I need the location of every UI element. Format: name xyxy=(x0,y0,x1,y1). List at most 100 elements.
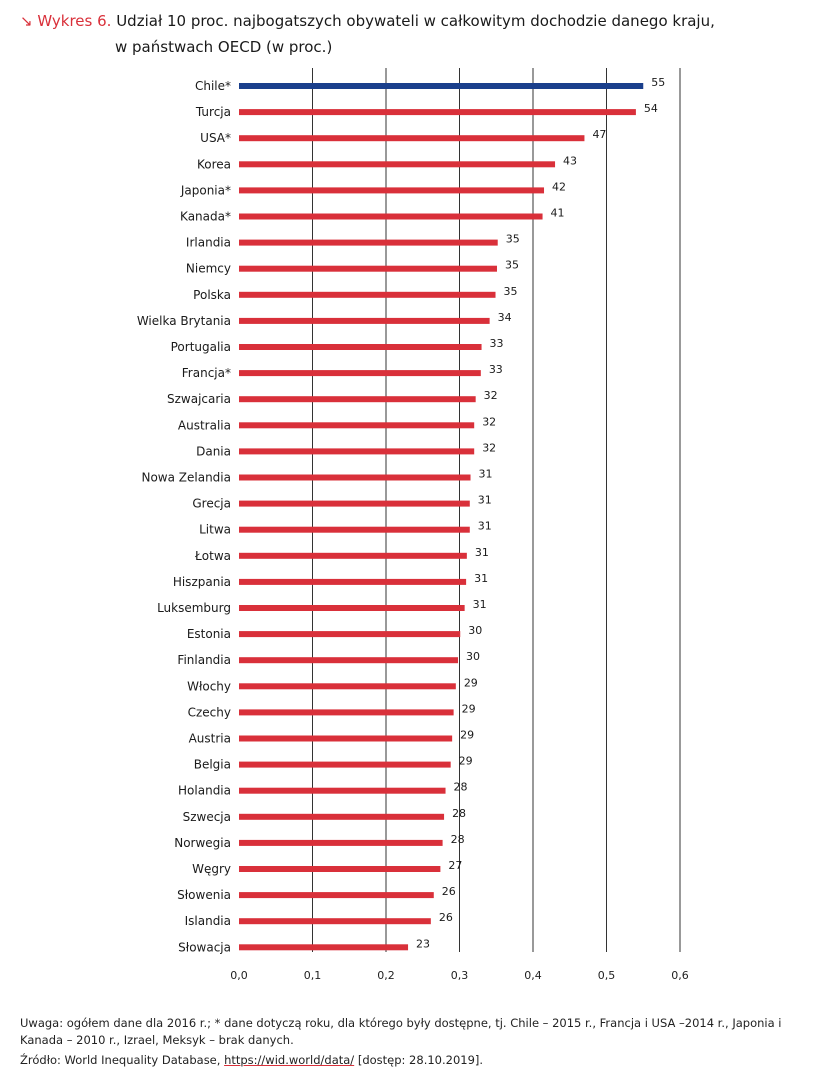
category-label: Austria xyxy=(189,732,231,746)
bar xyxy=(239,918,431,925)
bar xyxy=(239,370,481,377)
category-label: Korea xyxy=(197,157,231,171)
category-label: Chile* xyxy=(195,79,231,93)
bar xyxy=(239,187,545,194)
bar xyxy=(239,578,467,585)
category-label: Holandia xyxy=(178,784,231,798)
bar xyxy=(239,239,498,246)
category-label: Litwa xyxy=(199,523,231,537)
data-label: 26 xyxy=(442,885,456,898)
data-label: 26 xyxy=(439,911,453,924)
chart-title-line1: ↘ Wykres 6. Udział 10 proc. najbogatszyc… xyxy=(20,8,810,34)
category-label: Finlandia xyxy=(177,653,231,667)
data-label: 31 xyxy=(478,520,492,533)
bar xyxy=(239,839,443,846)
x-tick-label: 0,2 xyxy=(377,969,395,982)
category-label: Szwajcaria xyxy=(167,392,231,406)
data-label: 41 xyxy=(551,207,565,220)
data-label: 54 xyxy=(644,102,658,115)
bar xyxy=(239,265,497,272)
bar-chart: 0,0 0,1 0,2 0,3 0,4 0,5 0,6 Chile* 55 Turcja 54 USA… xyxy=(137,68,689,982)
category-label: Australia xyxy=(178,418,231,432)
bar xyxy=(239,813,445,820)
data-label: 31 xyxy=(478,494,492,507)
data-label: 35 xyxy=(506,233,520,246)
data-label: 28 xyxy=(451,833,465,846)
category-label: Kanada* xyxy=(180,210,231,224)
chart-title-text: Udział 10 proc. najbogatszych obywateli … xyxy=(111,12,715,30)
data-label: 30 xyxy=(468,624,482,637)
data-label: 32 xyxy=(484,389,498,402)
category-label: Łotwa xyxy=(194,549,231,563)
source-link[interactable]: https://wid.world/data/ xyxy=(224,1053,355,1067)
data-label: 31 xyxy=(479,468,493,481)
data-label: 31 xyxy=(474,572,488,585)
category-label: Hiszpania xyxy=(173,575,231,589)
bar xyxy=(239,735,453,742)
bar xyxy=(239,866,441,872)
category-label: Grecja xyxy=(192,497,231,511)
data-label: 27 xyxy=(448,859,462,872)
data-label: 29 xyxy=(464,676,478,689)
x-tick-label: 0,1 xyxy=(304,969,322,982)
category-label: Włochy xyxy=(187,679,231,693)
data-label: 35 xyxy=(504,285,518,298)
bar xyxy=(239,317,490,324)
category-label: Dania xyxy=(196,444,231,458)
chart-title: ↘ Wykres 6. Udział 10 proc. najbogatszyc… xyxy=(20,8,810,60)
data-label: 23 xyxy=(416,937,430,950)
footnote: Uwaga: ogółem dane dla 2016 r.; * dane d… xyxy=(20,1016,782,1047)
category-label: USA* xyxy=(200,131,231,145)
bar xyxy=(239,500,470,507)
bar xyxy=(239,448,475,455)
x-tick-label: 0,3 xyxy=(451,969,469,982)
data-label: 32 xyxy=(482,415,496,428)
bar xyxy=(239,213,543,220)
category-label: Słowacja xyxy=(178,940,231,954)
chart-number: ↘ Wykres 6. xyxy=(20,12,112,30)
data-label: 42 xyxy=(552,180,566,193)
category-label: Belgia xyxy=(194,758,231,772)
bar xyxy=(239,787,446,794)
bar xyxy=(239,422,475,429)
data-label: 29 xyxy=(459,755,473,768)
data-label: 33 xyxy=(490,337,504,350)
data-label: 55 xyxy=(651,76,665,89)
x-tick-label: 0,5 xyxy=(598,969,616,982)
bar xyxy=(239,892,434,899)
data-label: 33 xyxy=(489,363,503,376)
category-label: Wielka Brytania xyxy=(137,314,231,328)
bar xyxy=(239,135,585,142)
category-label: Szwecja xyxy=(183,810,231,824)
category-label: Portugalia xyxy=(171,340,231,354)
category-label: Francja* xyxy=(182,366,231,380)
category-label: Estonia xyxy=(187,627,231,641)
bar xyxy=(239,109,636,116)
category-label: Czechy xyxy=(188,705,231,719)
bar xyxy=(239,709,454,716)
chart-title-line2: w państwach OECD (w proc.) xyxy=(115,38,333,56)
category-label: Niemcy xyxy=(186,262,231,276)
data-label: 31 xyxy=(473,598,487,611)
data-label: 28 xyxy=(454,781,468,794)
category-label: Słowenia xyxy=(177,888,231,902)
bar xyxy=(239,161,556,168)
bar xyxy=(239,526,470,533)
data-label: 29 xyxy=(460,729,474,742)
bar xyxy=(239,657,459,664)
bar xyxy=(239,552,467,559)
bar xyxy=(239,396,476,403)
category-label: Islandia xyxy=(185,914,231,928)
category-label: Luksemburg xyxy=(157,601,231,615)
bar xyxy=(239,344,482,350)
data-label: 32 xyxy=(482,441,496,454)
bar xyxy=(239,291,496,298)
data-label: 28 xyxy=(452,807,466,820)
category-label: Irlandia xyxy=(186,236,231,250)
category-label: Nowa Zelandia xyxy=(141,471,231,485)
source-line: Źródło: World Inequality Database, https… xyxy=(20,1052,815,1069)
bar xyxy=(239,474,471,481)
x-tick-label: 0,4 xyxy=(524,969,542,982)
x-tick-label: 0,6 xyxy=(671,969,689,982)
data-label: 34 xyxy=(498,311,512,324)
